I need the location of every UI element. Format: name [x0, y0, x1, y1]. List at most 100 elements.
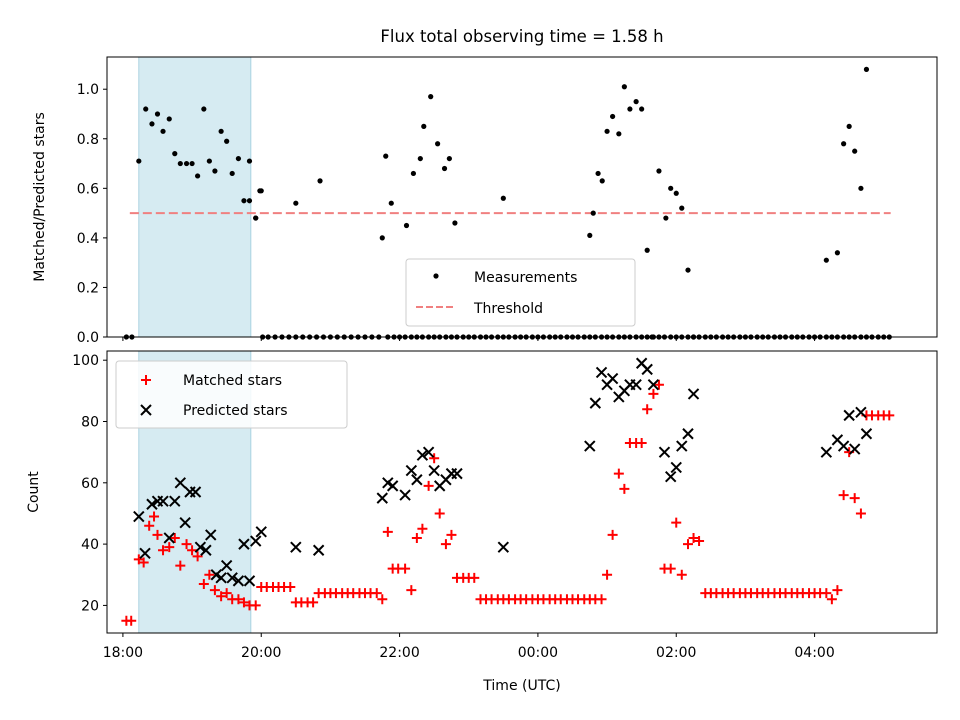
matched-star-point	[884, 410, 895, 421]
predicted-star-point	[837, 440, 850, 452]
measurement-point	[633, 99, 639, 105]
measurement-point	[136, 158, 142, 164]
measurement-point	[858, 185, 864, 191]
predicted-star-point	[243, 575, 256, 587]
measurement-point	[446, 155, 452, 162]
predicted-star-point	[169, 495, 181, 507]
matched-star-point	[440, 539, 451, 550]
measurement-point	[166, 116, 172, 122]
matched-star-point	[602, 569, 613, 580]
predicted-star-point	[215, 572, 227, 584]
predicted-star-point	[232, 575, 245, 587]
matched-star-point	[164, 542, 175, 553]
measurement-point	[428, 94, 434, 100]
predicted-star-point	[226, 572, 238, 584]
matched-star-point	[648, 388, 659, 399]
matched-star-point	[688, 532, 699, 543]
measurement-point	[500, 195, 506, 201]
legend-label-measurements: Measurements	[474, 270, 577, 286]
bottom-xtick-label-4: 02:00	[656, 645, 696, 661]
measurement-point	[627, 106, 633, 112]
matched-star-point	[233, 594, 244, 605]
predicted-star-point	[422, 446, 435, 458]
matched-star-point	[138, 557, 149, 568]
measurement-point	[293, 200, 299, 206]
matched-star-point	[158, 545, 169, 556]
predicted-star-point	[595, 366, 608, 379]
matched-star-point	[149, 511, 160, 522]
measurement-point	[852, 148, 858, 154]
matched-star-point	[596, 594, 607, 605]
predicted-star-point	[411, 474, 423, 486]
top-x-ticks	[122, 337, 816, 341]
legend-label-predicted: Predicted stars	[183, 403, 288, 419]
measurement-point	[195, 173, 201, 179]
matched-star-point	[221, 588, 232, 599]
predicted-star-point	[205, 529, 217, 541]
predicted-star-point	[641, 363, 653, 376]
measurement-point	[435, 141, 441, 147]
top-axes-frame	[106, 56, 938, 338]
matched-star-point	[665, 563, 676, 574]
matched-star-point	[198, 578, 209, 589]
matched-star-point	[308, 597, 319, 608]
measurement-point	[235, 155, 242, 162]
matched-star-point	[250, 600, 261, 611]
measurement-point	[246, 158, 253, 164]
measurement-point	[172, 151, 178, 157]
predicted-star-point	[682, 428, 694, 440]
top-ytick-label-5: 1.0	[77, 82, 99, 98]
measurement-point	[846, 123, 852, 129]
matched-star-point	[671, 517, 682, 528]
predicted-star-point	[647, 379, 660, 391]
matched-star-point	[434, 508, 445, 519]
matched-star-point	[838, 490, 849, 501]
predicted-star-point	[848, 443, 861, 455]
legend-label-matched: Matched stars	[183, 373, 282, 389]
measurement-point	[604, 128, 610, 134]
measurement-point	[595, 170, 601, 177]
predicted-star-point	[445, 467, 458, 480]
matched-star-point	[169, 532, 180, 543]
predicted-star-point	[399, 489, 411, 501]
predicted-star-point	[670, 461, 682, 474]
predicted-star-point	[584, 440, 596, 452]
predicted-star-point	[416, 449, 429, 461]
predicted-star-point	[451, 467, 463, 480]
matched-star-point	[821, 588, 832, 599]
bottom-ytick-label-4: 100	[72, 353, 99, 369]
top-ytick-label-0: 0.0	[77, 330, 99, 346]
legend-marker-predicted	[140, 404, 152, 416]
matched-stars-points	[121, 379, 895, 626]
bottom-ytick-label-0: 20	[81, 598, 99, 614]
predicted-star-point	[589, 397, 602, 409]
bottom-xtick-label-3: 00:00	[518, 645, 558, 661]
matched-star-point	[636, 437, 647, 448]
top-ytick-label-3: 0.6	[77, 181, 99, 197]
predicted-star-point	[200, 544, 212, 556]
matched-star-point	[694, 536, 705, 547]
matched-star-point	[411, 532, 422, 543]
measurement-point	[224, 138, 230, 144]
measurement-point	[246, 198, 253, 204]
matched-star-point	[653, 379, 664, 390]
bottom-y-axis-label: Count	[26, 471, 42, 513]
measurement-point	[201, 106, 207, 112]
matched-star-point	[371, 588, 382, 599]
predicted-star-point	[376, 492, 388, 504]
matched-star-point	[676, 569, 687, 580]
predicted-star-point	[146, 498, 158, 510]
matched-star-point	[144, 520, 155, 531]
measurement-point	[379, 235, 385, 241]
measurement-point	[616, 131, 622, 137]
predicted-star-point	[133, 510, 145, 523]
bottom-xtick-label-5: 04:00	[794, 645, 834, 661]
measurement-point	[410, 170, 417, 177]
bottom-xtick-label-2: 22:00	[379, 645, 419, 661]
matched-star-point	[826, 594, 837, 605]
predicted-star-point	[687, 388, 700, 400]
legend-cross-glyph	[140, 404, 152, 416]
matched-star-point	[126, 615, 137, 626]
matched-star-point	[285, 582, 296, 593]
